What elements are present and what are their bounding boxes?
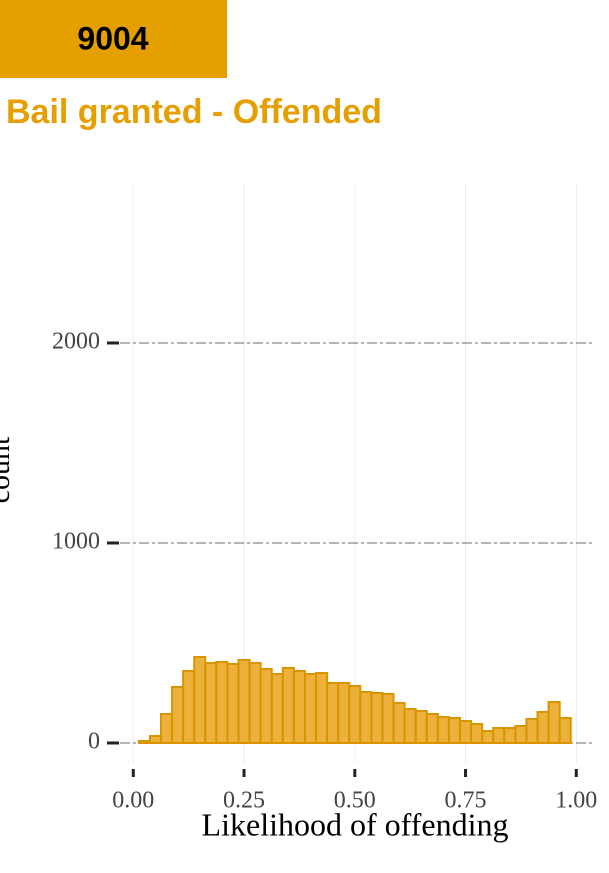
bar xyxy=(414,710,428,744)
x-tick-label: 0.00 xyxy=(112,788,154,814)
bar xyxy=(425,713,439,744)
bar xyxy=(148,735,162,744)
bar xyxy=(525,718,539,744)
bar xyxy=(481,730,495,744)
bar xyxy=(392,702,406,744)
bar xyxy=(303,673,318,744)
y-tick-label: 0 xyxy=(88,729,100,755)
bar xyxy=(204,662,218,744)
bar xyxy=(270,673,284,744)
x-tick-label: 0.50 xyxy=(334,788,376,814)
bar xyxy=(237,659,251,744)
bar xyxy=(326,682,340,744)
bar xyxy=(470,723,484,744)
bar xyxy=(159,713,174,744)
bar xyxy=(359,691,373,744)
bar xyxy=(348,685,362,744)
bar xyxy=(558,717,572,744)
bar xyxy=(492,727,506,744)
bar xyxy=(315,672,329,744)
bar xyxy=(182,670,196,744)
bar xyxy=(292,670,306,744)
bar xyxy=(226,663,240,744)
x-axis-label: Likelihood of offending xyxy=(202,806,509,842)
chart-title: Bail granted - Offended xyxy=(6,93,382,131)
y-tick-label: 2000 xyxy=(52,329,100,355)
bar xyxy=(536,711,550,744)
badge-box xyxy=(0,0,227,78)
bar xyxy=(547,701,561,744)
x-tick-label: 0.75 xyxy=(445,788,487,814)
bar xyxy=(171,686,185,744)
x-tick-label: 1.00 xyxy=(555,788,597,814)
badge-text: 9004 xyxy=(77,20,148,56)
bar xyxy=(259,668,273,744)
bar xyxy=(337,682,351,744)
y-tick-label: 1000 xyxy=(52,529,100,555)
bar xyxy=(403,708,417,744)
bar xyxy=(514,725,528,744)
bar xyxy=(503,727,517,744)
y-axis-label: count xyxy=(0,436,16,503)
bar xyxy=(137,740,151,744)
bar xyxy=(458,720,473,744)
bar xyxy=(436,716,450,744)
bar xyxy=(370,692,384,744)
bar xyxy=(281,667,295,744)
x-tick-label: 0.25 xyxy=(223,788,265,814)
bar xyxy=(381,693,395,744)
bar xyxy=(248,662,262,744)
bar xyxy=(215,661,229,744)
bar xyxy=(447,717,461,744)
bar xyxy=(193,656,207,744)
